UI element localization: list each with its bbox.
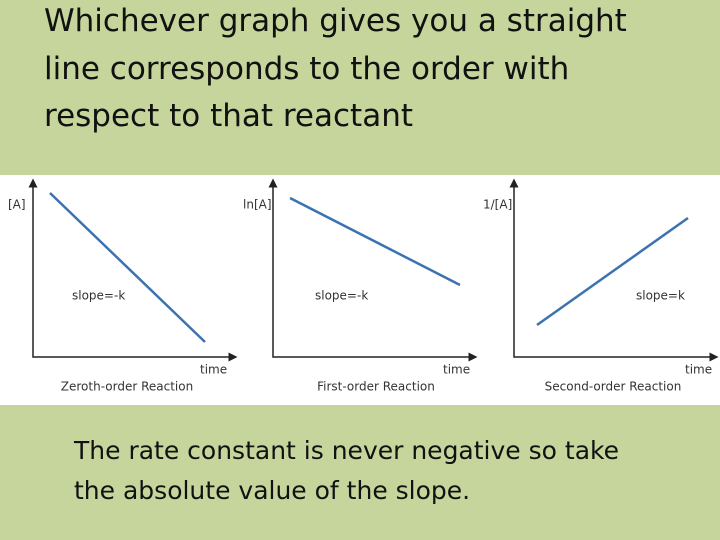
slope-label: slope=-k — [315, 289, 368, 303]
footer-line: the absolute value of the slope. — [74, 476, 471, 505]
caption: Second-order Reaction — [545, 380, 682, 394]
graphs-panel: [A] slope=-k time Zeroth-order Reaction … — [0, 175, 720, 405]
caption: First-order Reaction — [317, 380, 435, 394]
graph: 1/[A] slope=k time Second-order Reaction — [483, 178, 719, 394]
axes — [28, 178, 238, 362]
trend-line — [289, 196, 461, 287]
axes — [509, 178, 719, 362]
trend-line — [49, 192, 206, 343]
x-label: time — [200, 363, 227, 377]
graph: [A] slope=-k time Zeroth-order Reaction — [8, 178, 238, 394]
axes — [268, 178, 478, 362]
title-line: respect to that reactant — [44, 98, 414, 134]
y-label: 1/[A] — [483, 198, 512, 212]
title-line: Whichever graph gives you a straight — [44, 3, 627, 39]
trend-line — [536, 216, 689, 327]
caption: Zeroth-order Reaction — [61, 380, 193, 394]
y-label: ln[A] — [243, 198, 272, 212]
slope-label: slope=k — [636, 289, 685, 303]
title-line: line corresponds to the order with — [44, 51, 570, 87]
footer-line: The rate constant is never negative so t… — [74, 436, 619, 465]
slope-label: slope=-k — [72, 289, 125, 303]
x-label: time — [443, 363, 470, 377]
x-label: time — [685, 363, 712, 377]
y-label: [A] — [8, 198, 26, 212]
graph: ln[A] slope=-k time First-order Reaction — [243, 178, 478, 394]
